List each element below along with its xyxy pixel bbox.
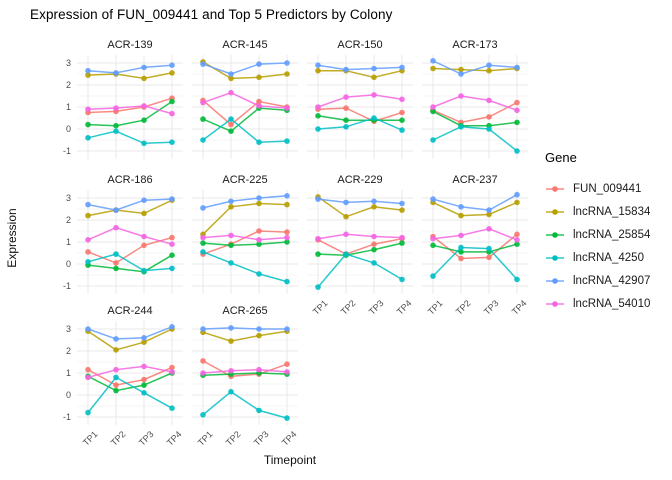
facet-panel-ACR-145 <box>192 55 298 159</box>
facet-label: ACR-186 <box>107 174 153 186</box>
facet-label: ACR-150 <box>337 39 383 51</box>
x-tick-label: TP4 <box>165 429 185 448</box>
facet-panel-ACR-150 <box>307 55 413 159</box>
legend-item: lncRNA_42907 <box>545 269 670 292</box>
y-tick-label: 0 <box>65 259 71 269</box>
y-tick-label: 2 <box>65 215 71 225</box>
y-tick-label: 0 <box>65 124 71 134</box>
y-tick-label: -1 <box>62 146 71 156</box>
legend-item-label: lncRNA_54010 <box>573 297 651 310</box>
legend-key-icon <box>546 277 564 284</box>
legend-item: lncRNA_15834 <box>545 200 670 223</box>
y-tick-label: 3 <box>65 193 71 203</box>
facet-label: ACR-237 <box>452 174 498 186</box>
legend-item-label: lncRNA_25854 <box>573 228 651 241</box>
y-tick-label: 0 <box>65 390 71 400</box>
y-tick-label: 1 <box>65 368 71 378</box>
legend-key-icon <box>546 185 564 192</box>
y-tick-label: 3 <box>65 58 71 68</box>
x-tick-label: TP4 <box>280 429 300 448</box>
legend-item-label: lncRNA_42907 <box>573 274 651 287</box>
facet-label: ACR-225 <box>222 174 268 186</box>
x-tick-label: TP3 <box>252 429 272 448</box>
facet-panel-ACR-139 <box>77 55 183 159</box>
x-tick-label: TP1 <box>311 298 331 317</box>
facet-panel-ACR-173 <box>422 55 528 159</box>
facet-panel-ACR-229 <box>307 190 413 294</box>
x-tick-label: TP2 <box>454 298 474 317</box>
legend-item-label: lncRNA_15834 <box>573 205 651 218</box>
y-tick-label: -1 <box>62 281 71 291</box>
y-tick-label: -1 <box>62 412 71 422</box>
legend-items: FUN_009441 lncRNA_15834 lncRNA_25854 lncRNA… <box>545 177 670 315</box>
legend-item: lncRNA_54010 <box>545 292 670 315</box>
y-tick-label: 2 <box>65 80 71 90</box>
x-tick-label: TP3 <box>367 298 387 317</box>
chart-title: Expression of FUN_009441 and Top 5 Predi… <box>30 7 393 22</box>
legend-item: lncRNA_25854 <box>545 223 670 246</box>
facet-label: ACR-145 <box>222 39 268 51</box>
legend-item-label: FUN_009441 <box>573 182 642 195</box>
facet-label: ACR-229 <box>337 174 383 186</box>
facet-label: ACR-139 <box>107 39 153 51</box>
x-axis-title: Timepoint <box>263 453 317 467</box>
x-tick-label: TP1 <box>196 429 216 448</box>
facet-panel-ACR-225 <box>192 190 298 294</box>
x-tick-label: TP2 <box>339 298 359 317</box>
x-tick-label: TP1 <box>81 429 101 448</box>
x-tick-label: TP3 <box>482 298 502 317</box>
x-tick-label: TP3 <box>137 429 157 448</box>
x-tick-label: TP2 <box>109 429 129 448</box>
x-tick-label: TP4 <box>510 298 530 317</box>
y-tick-label: 1 <box>65 237 71 247</box>
legend-item-label: lncRNA_4250 <box>573 251 644 264</box>
legend-item: lncRNA_4250 <box>545 246 670 269</box>
legend-title: Gene <box>545 150 577 165</box>
legend-item: FUN_009441 <box>545 177 670 200</box>
x-tick-label: TP4 <box>395 298 415 317</box>
legend-key-icon <box>546 208 564 215</box>
y-tick-label: 2 <box>65 346 71 356</box>
facet-panel-ACR-265 <box>192 321 298 425</box>
facet-panel-ACR-244 <box>77 321 183 425</box>
x-tick-label: TP2 <box>224 429 244 448</box>
facet-label: ACR-265 <box>222 305 268 317</box>
y-tick-label: 3 <box>65 324 71 334</box>
y-axis-title: Expression <box>5 208 19 268</box>
facet-label: ACR-173 <box>452 39 498 51</box>
legend-key-icon <box>546 231 564 238</box>
legend-key-icon <box>546 254 564 261</box>
x-tick-label: TP1 <box>426 298 446 317</box>
facet-panel-ACR-237 <box>422 190 528 294</box>
facet-label: ACR-244 <box>107 305 153 317</box>
y-tick-label: 1 <box>65 102 71 112</box>
legend-key-icon <box>546 300 564 307</box>
facet-panel-ACR-186 <box>77 190 183 294</box>
